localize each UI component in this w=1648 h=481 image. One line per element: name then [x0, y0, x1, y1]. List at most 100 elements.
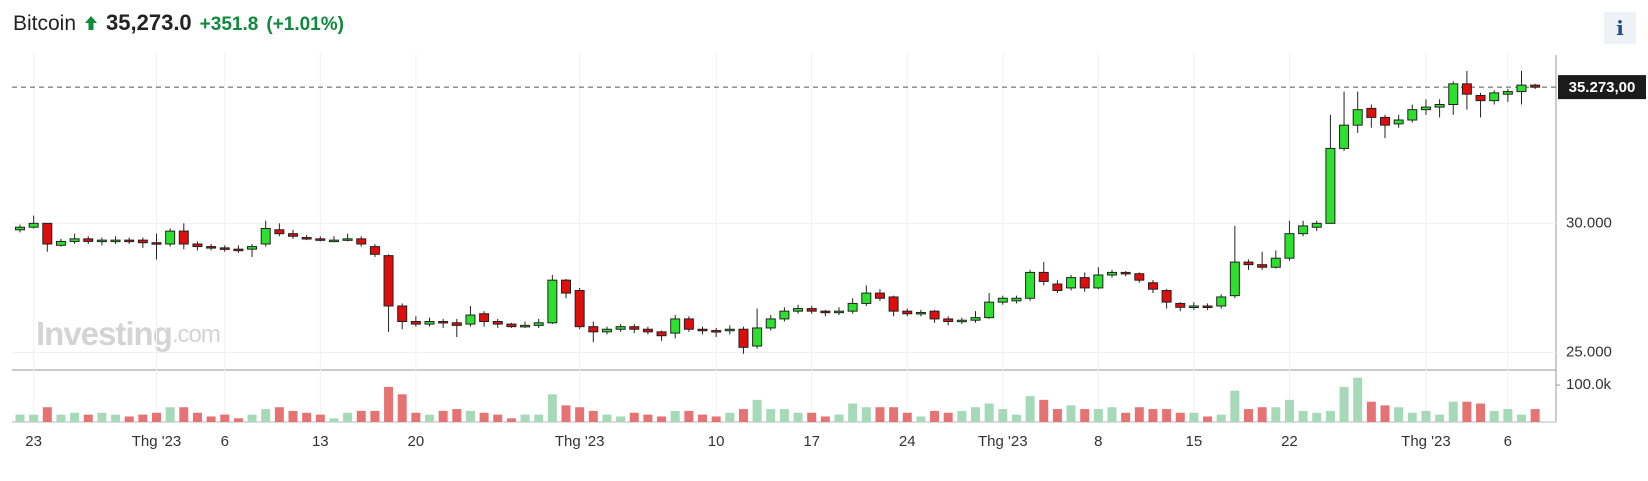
- candle-body: [943, 318, 954, 322]
- candle-body: [1216, 296, 1227, 307]
- candle-body: [806, 308, 817, 312]
- candle-body: [1147, 282, 1158, 290]
- candle-body: [1516, 84, 1527, 93]
- candle-body: [1393, 119, 1404, 125]
- candle-body: [233, 248, 244, 252]
- volume-bar: [1175, 412, 1185, 422]
- y-tick-label: 25.000: [1566, 343, 1612, 360]
- price-change: +351.8: [199, 14, 259, 35]
- volume-bar: [288, 410, 298, 422]
- volume-bar: [889, 407, 899, 422]
- candle-body: [1120, 271, 1131, 275]
- volume-bar: [179, 407, 189, 422]
- candle-body: [1175, 302, 1186, 308]
- volume-bar: [1148, 409, 1158, 422]
- volume-bar: [1039, 399, 1049, 422]
- candle-body: [588, 326, 599, 333]
- candle-body: [1352, 109, 1363, 126]
- volume-bar: [752, 399, 762, 422]
- volume-bar: [152, 412, 161, 422]
- candle-body: [1475, 94, 1486, 102]
- candle-body: [520, 324, 531, 328]
- volume-bar: [1366, 401, 1376, 422]
- x-tick-label: Thg '23: [978, 433, 1028, 450]
- volume-bar: [1093, 409, 1103, 422]
- volume-bar: [916, 416, 926, 422]
- volume-bar: [1066, 405, 1076, 422]
- volume-bar: [971, 407, 980, 422]
- candle-body: [1325, 147, 1336, 224]
- volume-bar: [984, 403, 994, 422]
- volume-bar: [766, 409, 776, 422]
- candle-body: [642, 328, 653, 333]
- volume-bar: [302, 412, 312, 422]
- candle-body: [574, 290, 585, 328]
- volume-bar: [834, 414, 844, 422]
- volume-bar: [206, 416, 216, 422]
- x-tick-label: 6: [221, 433, 229, 450]
- candle-body: [451, 322, 462, 326]
- volume-bar: [425, 414, 434, 422]
- candle-body: [1202, 305, 1213, 308]
- volume-bar: [479, 412, 489, 422]
- volume-bar: [1421, 410, 1431, 422]
- candle-body: [110, 239, 121, 243]
- candle-body: [124, 239, 135, 243]
- candle-body: [465, 314, 476, 325]
- candle-body: [328, 239, 339, 243]
- info-button[interactable]: i: [1604, 12, 1636, 44]
- volume-bar: [261, 409, 271, 422]
- volume-bar: [70, 412, 80, 422]
- volume-bar: [233, 418, 243, 422]
- candle-body: [1366, 107, 1377, 118]
- volume-bar: [902, 412, 912, 422]
- watermark-suffix: .com: [172, 321, 220, 348]
- y-tick-label: 30.000: [1566, 214, 1612, 231]
- volume-bar: [1353, 377, 1363, 422]
- candle-body: [902, 310, 913, 315]
- candle-body: [1011, 297, 1022, 302]
- volume-bar: [343, 412, 353, 422]
- candle-body: [1161, 290, 1172, 303]
- volume-bar: [397, 394, 407, 422]
- x-tick-label: 6: [1504, 433, 1512, 450]
- candle-body: [697, 328, 708, 332]
- candle-body: [1038, 271, 1049, 282]
- price-change-percent: (+1.01%): [266, 14, 344, 35]
- candle-body: [997, 297, 1008, 303]
- candle-body: [1489, 92, 1500, 102]
- candle-body: [929, 310, 940, 320]
- volume-bar: [643, 414, 653, 422]
- candle-body: [492, 321, 503, 325]
- candle-body: [670, 318, 681, 334]
- candle-body: [15, 226, 25, 231]
- volume-bar: [56, 414, 66, 422]
- volume-bar: [670, 410, 680, 422]
- volume-bar: [1339, 386, 1349, 422]
- candle-body: [137, 239, 148, 244]
- candle-body: [601, 328, 612, 333]
- volume-bar: [561, 405, 571, 422]
- candle-body: [547, 279, 558, 324]
- candle-body: [874, 292, 885, 299]
- candle-body: [1502, 91, 1513, 95]
- candle-body: [479, 313, 490, 322]
- candle-body: [1079, 277, 1090, 289]
- x-tick-label: 13: [312, 433, 329, 450]
- volume-bar: [111, 414, 121, 422]
- volume-bar: [575, 407, 585, 422]
- candle-body: [424, 321, 435, 325]
- candle-body: [301, 237, 312, 240]
- candle-body: [1093, 274, 1104, 289]
- volume-bar: [452, 409, 462, 422]
- volume-bar: [725, 412, 735, 422]
- volume-bar: [861, 407, 871, 422]
- volume-bar: [1503, 409, 1513, 422]
- candle-body: [1298, 225, 1309, 235]
- candle-body: [260, 228, 271, 245]
- candle-body: [1066, 277, 1077, 289]
- x-tick-label: Thg '23: [1401, 433, 1451, 450]
- volume-bar: [506, 418, 516, 422]
- volume-tick-label: 100.0k: [1566, 376, 1612, 393]
- volume-bar: [247, 414, 257, 422]
